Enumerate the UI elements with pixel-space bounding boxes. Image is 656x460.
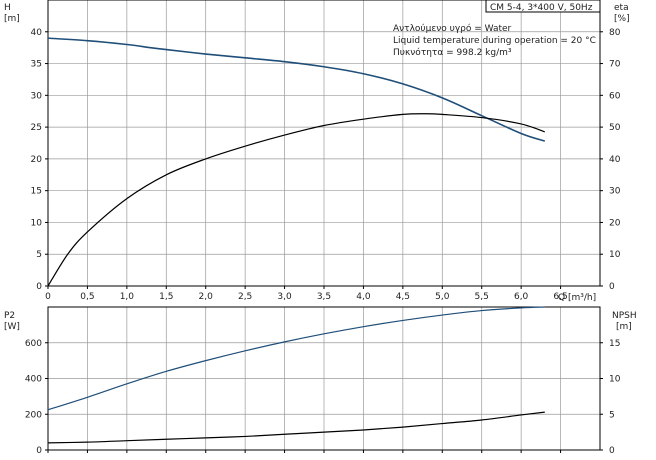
annotation-liquid: Αντλούμενο υγρό = Water [393,23,512,34]
y2-tick-label: 20 [609,218,621,228]
y-tick-label: 200 [25,410,42,420]
y2-tick-label: 30 [609,187,621,197]
y-tick-label: 400 [25,375,42,385]
x-tick-label: 4,0 [356,292,371,302]
y2-axis-label-npsh: NPSH [612,311,637,321]
y2-axis-unit-eta: [%] [614,14,630,24]
y-tick-label: 0 [36,282,42,292]
x-tick-label: 1,0 [120,292,135,302]
x-tick-label: 6,5 [553,292,567,302]
y2-tick-label: 10 [609,375,621,385]
y-tick-label: 15 [31,187,42,197]
y-axis-label-h: H [4,3,11,13]
bottom-series-line-right-axis [47,411,545,444]
x-tick-label: 6,0 [514,292,529,302]
y2-axis-unit-npsh: [m] [616,322,632,332]
x-tick-label: 0 [45,292,51,302]
y-axis-unit-h: [m] [4,14,20,24]
x-tick-label: 3,0 [277,292,292,302]
annotation-density: Πυκνότητα = 998.2 kg/m³ [393,47,512,58]
y2-tick-label: 60 [609,91,621,101]
top-series-line-right-axis [47,113,545,287]
x-tick-label: 2,5 [238,292,252,302]
top-plot-frame [47,0,601,287]
top-tick-labels: 0 0,5 1,0 1,5 2,0 2,5 3,0 3,5 4,0 4,5 5,0 5,5 6,0 6,5… [31,28,621,302]
y-tick-label: 25 [31,123,42,133]
y2-tick-label: 70 [609,60,621,70]
y-tick-label: 30 [31,91,43,101]
y-axis-unit-p2: [W] [4,322,20,332]
bottom-tick-labels: 0 200 400 600 0 5 10 15 [25,339,621,456]
y-tick-label: 20 [31,155,43,165]
y2-tick-label: 0 [609,282,615,292]
bottom-series-line-left-axis [47,306,545,411]
x-tick-label: 5,0 [435,292,450,302]
y-tick-label: 600 [25,339,42,349]
x-tick-label: 4,5 [396,292,410,302]
y2-tick-label: 40 [609,155,621,165]
y2-axis-label-eta: eta [614,3,629,13]
y-tick-label: 35 [31,60,42,70]
top-series-line-left-axis [47,37,546,142]
y2-tick-label: 0 [609,446,615,456]
bottom-series-group [47,306,545,444]
y-tick-label: 10 [31,218,43,228]
bottom-panel: 0 200 400 600 0 5 10 15 P2 [W] NPSH [m] [4,306,637,456]
annotation-temperature: Liquid temperature during operation = 20… [393,36,596,46]
x-tick-label: 1,5 [159,292,173,302]
y2-tick-label: 80 [609,28,621,38]
y-tick-label: 0 [36,446,42,456]
x-tick-label: 0,5 [80,292,94,302]
x-tick-label: 3,5 [317,292,331,302]
bottom-plot-frame [47,306,601,451]
y2-tick-label: 10 [609,250,621,260]
x-axis-label-q: Q [m³/h] [558,293,596,303]
x-tick-label: 2,0 [199,292,214,302]
chart-title: CM 5-4, 3*400 V, 50Hz [490,3,593,13]
y-tick-label: 5 [36,250,42,260]
top-panel: 0 0,5 1,0 1,5 2,0 2,5 3,0 3,5 4,0 4,5 5,0 5,5 6,0 6,5… [4,0,630,303]
y-tick-label: 40 [31,28,43,38]
top-series-group [47,37,546,287]
bottom-grid [45,307,603,453]
y-axis-label-p2: P2 [4,311,15,321]
chart-title-box [485,0,601,13]
y2-tick-label: 50 [609,123,621,133]
y2-tick-label: 15 [609,339,620,349]
x-tick-label: 5,5 [475,292,489,302]
top-grid [45,0,603,289]
y2-tick-label: 5 [609,410,615,420]
